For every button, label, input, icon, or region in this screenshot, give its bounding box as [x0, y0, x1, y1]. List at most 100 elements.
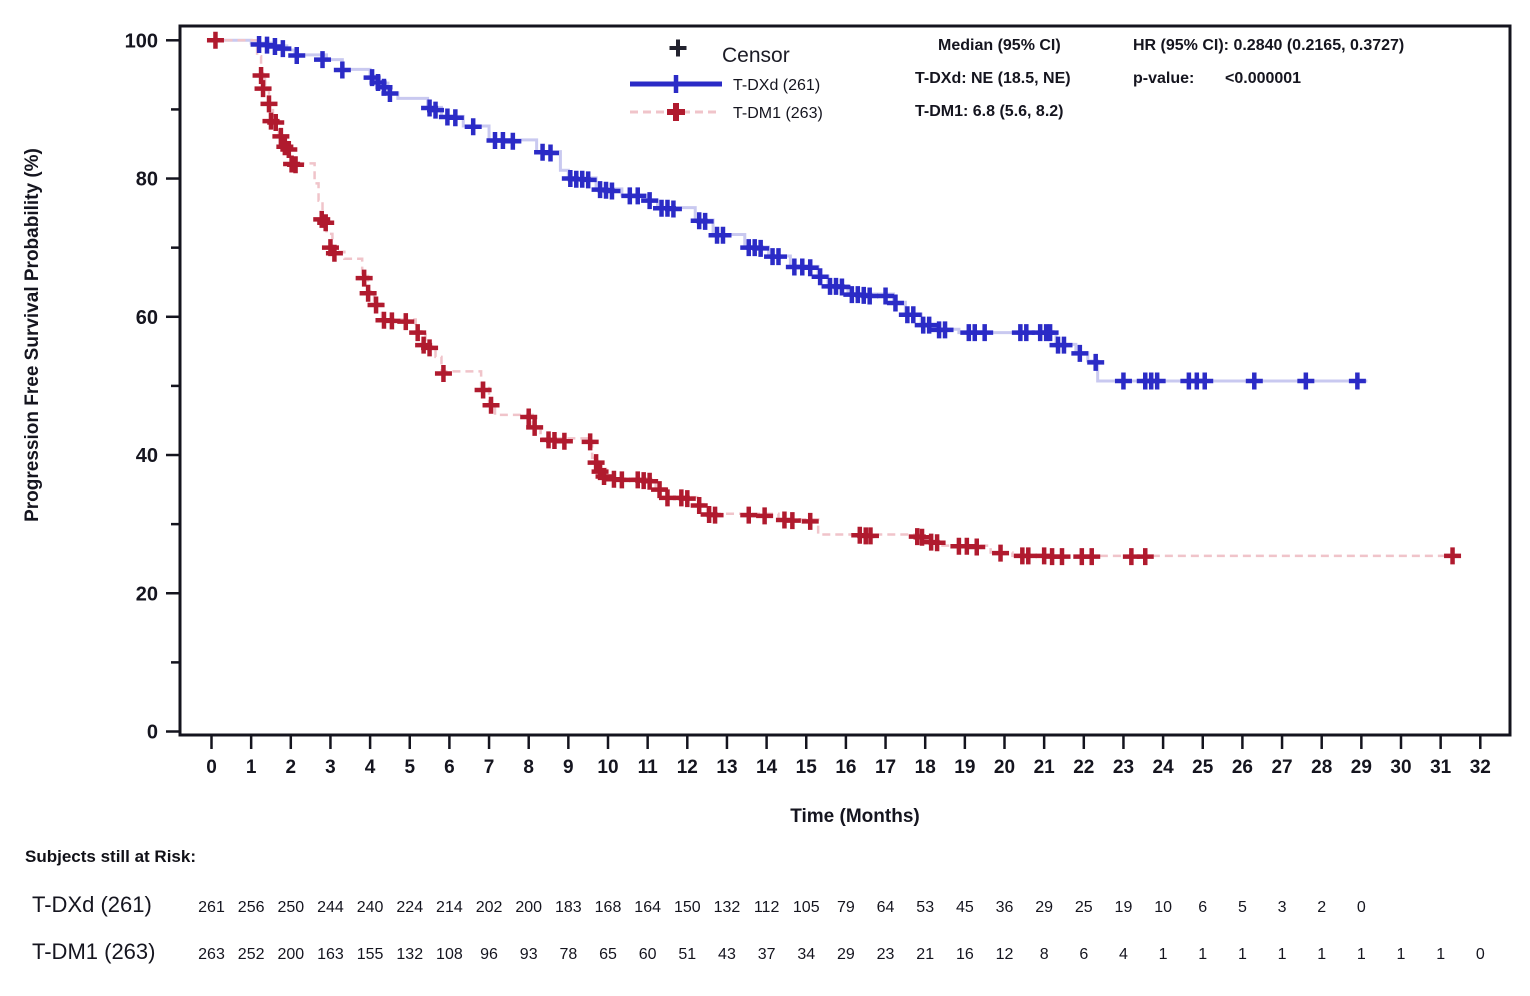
censor-mark-tdxd — [274, 40, 292, 58]
risk-table: Subjects still at Risk: T-DXd (261) T-DM… — [25, 847, 196, 964]
risk-row-label-tdxd: T-DXd (261) — [32, 892, 152, 917]
risk-count: 5 — [1238, 899, 1247, 916]
y-axis-title: Progression Free Survival Probability (%… — [22, 148, 43, 522]
x-tick-label: 32 — [1470, 757, 1491, 778]
risk-count: 79 — [837, 899, 855, 916]
risk-count: 3 — [1278, 899, 1287, 916]
x-tick-label: 31 — [1430, 757, 1452, 778]
censor-mark-tdxd — [714, 226, 732, 244]
risk-count: 168 — [595, 899, 622, 916]
risk-count: 29 — [1035, 899, 1053, 916]
censor-mark-tdm1 — [706, 506, 724, 524]
y-tick-label: 20 — [136, 583, 158, 605]
censor-mark-tdm1 — [641, 472, 659, 490]
censor-mark-tdm1 — [1053, 548, 1071, 566]
risk-count: 1 — [1238, 946, 1247, 963]
risk-count: 60 — [639, 946, 657, 963]
risk-count: 12 — [996, 946, 1014, 963]
censor-mark-tdxd — [641, 192, 659, 210]
censor-mark-tdxd — [446, 109, 464, 127]
censor-mark-tdm1 — [581, 433, 599, 451]
censor-mark-tdm1 — [434, 364, 452, 382]
censor-mark-tdxd — [696, 212, 714, 230]
risk-count: 240 — [357, 899, 384, 916]
censor-mark-tdm1 — [740, 506, 758, 524]
risk-count: 263 — [198, 946, 225, 963]
x-tick-label: 10 — [597, 757, 618, 778]
x-tick-label: 7 — [484, 757, 495, 778]
censor-mark-tdm1 — [421, 339, 439, 357]
censor-mark-tdxd — [427, 101, 445, 119]
x-tick-label: 0 — [206, 757, 217, 778]
median-tdm1: T-DM1: 6.8 (5.6, 8.2) — [915, 103, 1064, 120]
x-tick-label: 29 — [1351, 757, 1372, 778]
y-tick-label: 100 — [125, 30, 158, 52]
censor-mark-tdm1 — [651, 481, 669, 499]
risk-count: 93 — [520, 946, 538, 963]
risk-table-title: Subjects still at Risk: — [25, 847, 196, 866]
x-tick-label: 15 — [796, 757, 818, 778]
x-tick-label: 12 — [677, 757, 698, 778]
risk-count: 183 — [555, 899, 582, 916]
x-tick-label: 30 — [1390, 757, 1411, 778]
censor-mark-tdxd — [629, 187, 647, 205]
median-header: Median (95% CI) — [938, 37, 1061, 54]
risk-count: 21 — [916, 946, 934, 963]
x-tick-label: 23 — [1113, 757, 1134, 778]
censor-mark-tdm1 — [783, 512, 801, 530]
risk-count: 224 — [396, 899, 423, 916]
censor-mark-tdxd — [603, 182, 621, 200]
x-tick-label: 20 — [994, 757, 1015, 778]
x-tick-label: 1 — [246, 757, 257, 778]
censor-mark-tdm1 — [367, 296, 385, 314]
risk-count: 250 — [277, 899, 304, 916]
p-value-label: p-value: — [1133, 70, 1194, 87]
x-tick-label: 17 — [875, 757, 896, 778]
risk-count: 150 — [674, 899, 701, 916]
risk-count: 36 — [996, 899, 1014, 916]
legend: Censor T-DXd (261) T-DM1 (263) — [630, 39, 823, 122]
censor-mark-tdxd — [861, 287, 879, 305]
risk-count: 34 — [797, 946, 815, 963]
risk-count: 0 — [1357, 899, 1366, 916]
x-tick-label: 16 — [835, 757, 856, 778]
censor-mark-tdxd — [333, 61, 351, 79]
censor-mark-tdm1 — [397, 313, 415, 331]
risk-count: 78 — [559, 946, 577, 963]
risk-count: 1 — [1357, 946, 1366, 963]
censor-mark-tdm1 — [272, 127, 290, 145]
risk-count: 256 — [238, 899, 265, 916]
censor-mark-tdm1 — [801, 512, 819, 530]
censor-mark-tdm1 — [260, 95, 278, 113]
risk-count: 112 — [754, 899, 780, 916]
censor-mark-tdm1 — [1444, 547, 1462, 565]
censor-mark-tdxd — [976, 324, 994, 342]
risk-count: 29 — [837, 946, 855, 963]
p-value: <0.000001 — [1225, 70, 1301, 87]
censor-mark-tdm1 — [861, 527, 879, 545]
censor-mark-tdxd — [314, 51, 332, 69]
risk-count: 6 — [1079, 946, 1088, 963]
censor-mark-tdxd — [1245, 372, 1263, 390]
risk-count: 244 — [317, 899, 344, 916]
y-tick-label: 60 — [136, 307, 158, 329]
censor-mark-tdxd — [664, 200, 682, 218]
x-tick-label: 2 — [286, 757, 297, 778]
censor-mark-tdxd — [801, 259, 819, 277]
censor-mark-tdxd — [1071, 344, 1089, 362]
risk-count: 1 — [1317, 946, 1326, 963]
censor-mark-tdm1 — [756, 507, 774, 525]
censor-mark-tdxd — [936, 321, 954, 339]
censor-mark-tdxd — [752, 239, 770, 257]
x-tick-label: 4 — [365, 757, 376, 778]
x-tick-label: 6 — [444, 757, 455, 778]
risk-count: 2 — [1317, 899, 1326, 916]
x-tick-label: 19 — [954, 757, 975, 778]
x-tick-label: 27 — [1271, 757, 1292, 778]
x-tick-label: 21 — [1034, 757, 1056, 778]
censor-mark-tdm1 — [555, 432, 573, 450]
x-tick-label: 26 — [1232, 757, 1253, 778]
censor-mark-tdxd — [288, 47, 306, 65]
censor-mark-tdm1 — [613, 471, 631, 489]
